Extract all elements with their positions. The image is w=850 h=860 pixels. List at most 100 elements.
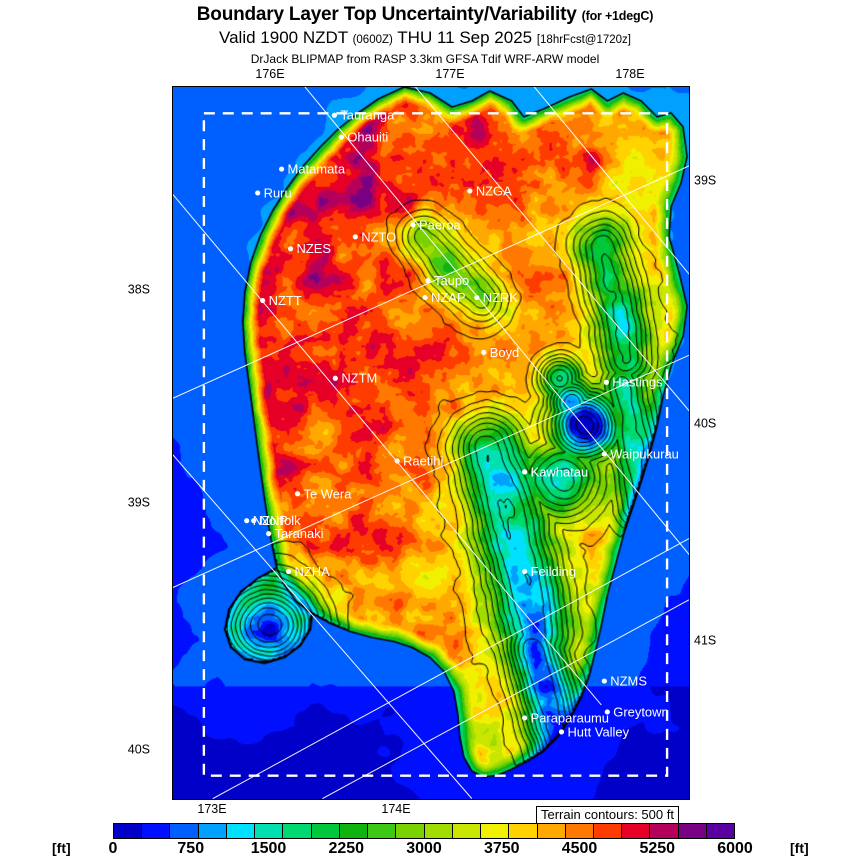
colorbar-swatch-10 (396, 824, 425, 838)
colorbar-tick-3000: 3000 (406, 840, 442, 857)
colorbar-swatch-6 (283, 824, 312, 838)
subdomain-box (202, 112, 669, 777)
colorbar-swatch-5 (255, 824, 284, 838)
station-marker-greytown[interactable]: Greytown (604, 704, 669, 719)
axis-label-right-40S: 40S (694, 416, 717, 431)
station-marker-boyd[interactable]: Boyd (481, 345, 519, 360)
station-dot (601, 451, 607, 457)
station-label: Feilding (531, 564, 576, 579)
colorbar-swatch-9 (368, 824, 397, 838)
forecast-hour-text: [18hrFcst@1720z] (536, 34, 631, 46)
graticule-line-1 (173, 193, 602, 706)
axis-label-left-40S: 40S (127, 742, 150, 757)
colorbar-swatch-3 (198, 824, 227, 838)
station-dot (287, 246, 294, 252)
station-marker-ruru[interactable]: Ruru (255, 185, 292, 200)
station-label: Ohauiti (347, 130, 388, 145)
page-title: Boundary Layer Top Uncertainty/Variabili… (0, 4, 850, 27)
station-marker-nztm[interactable]: NZTM (332, 371, 378, 386)
station-marker-taupo[interactable]: Taupo (425, 273, 469, 288)
station-marker-nzto[interactable]: NZTO (352, 229, 397, 244)
station-dot (278, 166, 285, 172)
station-label: NZAP (431, 290, 466, 305)
station-marker-ohauiti[interactable]: Ohauiti (338, 130, 389, 145)
map-frame: Tauranga Ohauiti Matamata Ruru NZGA Paeroa NZT… (172, 86, 690, 800)
station-dot (285, 568, 292, 575)
station-marker-paeroa[interactable]: Paeroa (410, 217, 462, 232)
station-marker-nztt[interactable]: NZTT (260, 293, 302, 308)
station-marker-norfolk[interactable]: Norfolk (251, 513, 301, 528)
station-marker-paraparaumu[interactable]: Paraparaumu (522, 710, 609, 725)
station-marker-matamata[interactable]: Matamata (278, 162, 346, 177)
station-marker-hutt-valley[interactable]: Hutt Valley (558, 724, 630, 739)
station-label: Paeroa (419, 217, 462, 232)
valid-local-text: Valid 1900 NZDT (219, 28, 348, 47)
colorbar-tick-3750: 3750 (483, 840, 520, 857)
station-dot (260, 297, 266, 304)
station-marker-feilding[interactable]: Feilding (522, 564, 576, 579)
map-overlay: Tauranga Ohauiti Matamata Ruru NZGA Paeroa NZT… (173, 87, 689, 799)
axis-label-left-39S: 39S (127, 495, 150, 510)
station-marker-nzap[interactable]: NZAP (422, 290, 466, 305)
station-marker-hastings[interactable]: Hastings (603, 375, 663, 390)
axis-label-right-39S: 39S (694, 173, 717, 188)
graticule-line-4 (414, 87, 689, 412)
station-dot (422, 294, 428, 301)
station-marker-kawhatau[interactable]: Kawhatau (522, 464, 588, 479)
colorbar-tick-0: 0 (108, 840, 118, 857)
station-label: NZES (297, 241, 332, 256)
station-label: NZTO (361, 229, 396, 244)
axis-label-right-41S: 41S (694, 633, 717, 648)
station-label: NZHA (295, 564, 331, 579)
station-dot (558, 729, 565, 735)
colorbar-tick-5250: 5250 (639, 840, 676, 857)
station-dot (601, 678, 607, 684)
station-marker-taranaki[interactable]: Taranaki (266, 526, 324, 541)
graticule-line-6 (173, 354, 689, 588)
station-label: Norfolk (260, 513, 302, 528)
station-marker-nzes[interactable]: NZES (287, 241, 332, 256)
unit-label-left: [ft] (52, 840, 71, 856)
station-dot (244, 518, 250, 524)
graticule-line-8 (322, 599, 689, 799)
colorbar-swatch-13 (481, 824, 510, 838)
station-marker-tauranga[interactable]: Tauranga (331, 108, 395, 123)
station-dot (338, 134, 344, 140)
station-dot (352, 234, 358, 240)
station-marker-nzms[interactable]: NZMS (601, 674, 648, 689)
graticule-line-3 (533, 87, 689, 275)
station-label: Taranaki (275, 526, 324, 541)
station-dot (425, 278, 431, 284)
station-dot (467, 188, 473, 194)
station-marker-te-wera[interactable]: Te Wera (294, 486, 352, 501)
station-label: Te Wera (303, 486, 352, 501)
station-marker-nzrk[interactable]: NZRK (474, 290, 518, 305)
axis-label-bottom-173E: 173E (197, 802, 227, 816)
station-marker-nzha[interactable]: NZHA (285, 564, 331, 579)
colorbar-swatch-15 (537, 824, 566, 838)
station-marker-nzga[interactable]: NZGA (467, 183, 512, 198)
title-block: Boundary Layer Top Uncertainty/Variabili… (0, 0, 850, 66)
station-label: Tauranga (340, 108, 395, 123)
station-marker-waipukurau[interactable]: Waipukurau (601, 446, 679, 461)
valid-time-line: Valid 1900 NZDT (0600Z) THU 11 Sep 2025 … (0, 28, 850, 50)
title-main-text: Boundary Layer Top Uncertainty/Variabili… (196, 4, 577, 25)
station-label: NZRK (483, 290, 519, 305)
station-dot (294, 491, 301, 497)
axis-label-left-38S: 38S (127, 282, 150, 297)
colorbar-swatch-17 (593, 824, 623, 838)
map-container[interactable]: Tauranga Ohauiti Matamata Ruru NZGA Paeroa NZT… (172, 86, 690, 800)
station-marker-raetihi[interactable]: Raetihi (394, 453, 444, 468)
station-marker-nznp[interactable]: NZNP (244, 513, 288, 528)
station-label: Matamata (288, 162, 346, 177)
axis-label-top-176E: 176E (255, 67, 285, 81)
colorbar-swatch-8 (339, 824, 369, 838)
colorbar-swatch-4 (226, 824, 256, 838)
colorbar-swatch-18 (622, 824, 651, 838)
station-label: Boyd (490, 345, 520, 360)
station-dot (255, 190, 261, 196)
colorbar-swatches (113, 823, 735, 839)
station-label: Hastings (612, 375, 662, 390)
station-label: NZGA (476, 183, 512, 198)
colorbar-swatch-19 (650, 824, 679, 838)
